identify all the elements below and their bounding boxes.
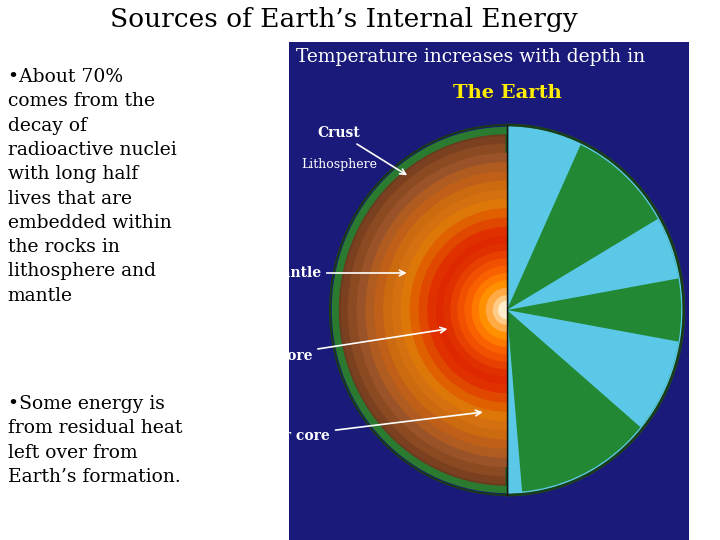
Wedge shape	[392, 190, 507, 430]
Bar	[289, 42, 688, 540]
Wedge shape	[336, 131, 507, 489]
Wedge shape	[507, 219, 678, 310]
Wedge shape	[507, 310, 678, 427]
Text: •Some energy is
from residual heat
left over from
Earth’s formation.: •Some energy is from residual heat left …	[8, 395, 182, 486]
Text: Temperature increases with depth in: Temperature increases with depth in	[297, 48, 646, 66]
Wedge shape	[418, 218, 507, 402]
Wedge shape	[464, 266, 507, 354]
Text: •About 70%
comes from the
decay of
radioactive nuclei
with long half
lives that : •About 70% comes from the decay of radio…	[8, 68, 176, 305]
Wedge shape	[401, 199, 507, 421]
Wedge shape	[365, 162, 507, 458]
Wedge shape	[383, 180, 507, 440]
Wedge shape	[410, 208, 507, 411]
Wedge shape	[486, 288, 507, 332]
Wedge shape	[427, 227, 507, 393]
Wedge shape	[472, 273, 507, 347]
Wedge shape	[341, 136, 507, 484]
Text: The Earth: The Earth	[453, 84, 562, 102]
Wedge shape	[507, 145, 681, 491]
Text: Crust: Crust	[318, 126, 405, 174]
Wedge shape	[444, 244, 507, 376]
Wedge shape	[479, 280, 507, 340]
Wedge shape	[457, 258, 507, 362]
Wedge shape	[450, 251, 507, 369]
Text: Inner core: Inner core	[248, 410, 481, 443]
Wedge shape	[492, 295, 507, 325]
Text: Outer core: Outer core	[229, 327, 446, 363]
Text: Sources of Earth’s Internal Energy: Sources of Earth’s Internal Energy	[110, 7, 578, 32]
Wedge shape	[507, 125, 684, 495]
Wedge shape	[436, 236, 507, 384]
Text: Lithosphere: Lithosphere	[301, 158, 377, 171]
Wedge shape	[348, 144, 507, 476]
Text: Mantle: Mantle	[266, 266, 405, 280]
Wedge shape	[356, 153, 507, 467]
Wedge shape	[498, 301, 507, 319]
Wedge shape	[374, 171, 507, 449]
Wedge shape	[332, 127, 507, 493]
